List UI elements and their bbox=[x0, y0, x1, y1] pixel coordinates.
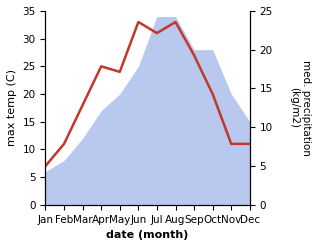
Y-axis label: med. precipitation
(kg/m2): med. precipitation (kg/m2) bbox=[289, 60, 311, 156]
Y-axis label: max temp (C): max temp (C) bbox=[7, 69, 17, 146]
X-axis label: date (month): date (month) bbox=[107, 230, 189, 240]
